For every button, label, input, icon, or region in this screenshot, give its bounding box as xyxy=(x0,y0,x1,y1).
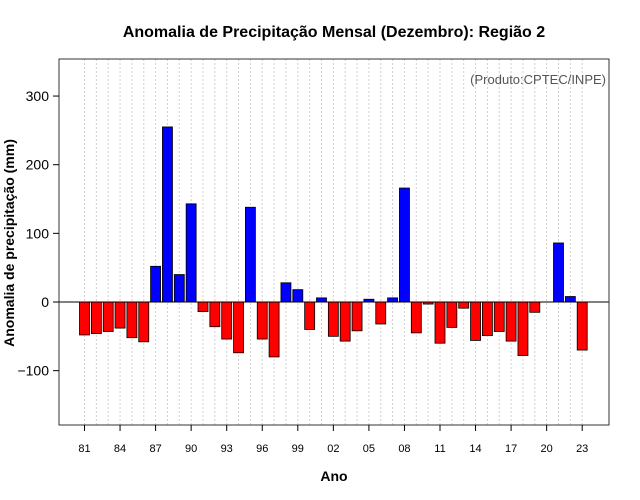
bar-2009 xyxy=(410,301,422,334)
y-tick-label: 0 xyxy=(41,294,49,310)
bar-2011 xyxy=(434,301,446,344)
grid-layer xyxy=(84,59,583,425)
bar-2006 xyxy=(375,301,387,325)
y-tick-label: 100 xyxy=(26,225,50,241)
x-tick-label: 17 xyxy=(505,443,517,455)
bar-2014 xyxy=(470,301,481,341)
bar-2013 xyxy=(458,301,470,309)
bar-1986 xyxy=(138,301,150,343)
bar-2019 xyxy=(529,301,541,313)
y-axis-label: Anomalia de precipitação (mm) xyxy=(1,139,17,347)
bar-1992 xyxy=(209,301,221,328)
bar-2000 xyxy=(304,301,316,330)
x-tick-label: 23 xyxy=(576,443,588,455)
y-tick-label: −100 xyxy=(17,363,49,379)
plot-frame xyxy=(58,58,610,426)
x-axis-label: Ano xyxy=(320,468,347,484)
bar-2012 xyxy=(446,301,458,328)
y-axis: −100 0 100 200 300 xyxy=(17,88,59,379)
x-tick-label: 99 xyxy=(292,443,304,455)
bar-2021 xyxy=(553,242,564,303)
bar-2004 xyxy=(351,301,363,332)
x-tick-label: 02 xyxy=(327,443,339,455)
bar-2008 xyxy=(399,187,410,303)
bar-1981 xyxy=(79,301,90,336)
bar-1995 xyxy=(244,206,256,303)
bar-1984 xyxy=(114,301,126,329)
bar-1985 xyxy=(126,301,138,339)
bar-2017 xyxy=(505,301,517,342)
bar-2015 xyxy=(481,301,493,337)
x-tick-label: 14 xyxy=(469,443,481,455)
x-tick-label: 05 xyxy=(363,443,375,455)
bar-2001 xyxy=(316,297,327,303)
bar-1999 xyxy=(292,289,304,303)
x-tick-label: 11 xyxy=(434,443,445,455)
bar-1990 xyxy=(185,203,197,303)
bar-2007 xyxy=(387,297,399,303)
x-axis: 81 84 87 90 93 96 99 02 05 08 11 14 17 20 23 xyxy=(78,425,588,455)
x-tick-label: 90 xyxy=(185,443,197,455)
bar-1993 xyxy=(221,301,233,340)
x-tick-label: 20 xyxy=(541,443,553,455)
source-annotation: (Produto:CPTEC/INPE) xyxy=(470,72,606,87)
bar-1998 xyxy=(280,282,292,303)
bar-2022 xyxy=(564,296,576,303)
y-tick-label: 200 xyxy=(26,157,50,173)
bar-2023 xyxy=(576,301,588,351)
bar-1983 xyxy=(102,301,114,332)
x-tick-label: 81 xyxy=(78,443,90,455)
bar-1989 xyxy=(173,274,185,303)
x-tick-label: 87 xyxy=(149,443,161,455)
bar-2016 xyxy=(493,301,505,332)
bar-1994 xyxy=(233,301,244,354)
bar-2018 xyxy=(517,301,529,356)
bar-layer xyxy=(79,126,588,358)
x-tick-label: 96 xyxy=(256,443,268,455)
x-tick-label: 93 xyxy=(221,443,233,455)
bar-1997 xyxy=(268,301,280,358)
bar-1982 xyxy=(90,301,102,334)
x-tick-label: 84 xyxy=(114,443,126,455)
bar-2003 xyxy=(339,301,351,342)
bar-1991 xyxy=(197,301,209,313)
bar-1988 xyxy=(162,126,173,303)
y-tick-label: 300 xyxy=(26,88,50,104)
chart-title: Anomalia de Precipitação Mensal (Dezembr… xyxy=(123,24,545,41)
bar-1987 xyxy=(150,265,162,303)
bar-2002 xyxy=(327,301,339,337)
bar-1996 xyxy=(256,301,268,340)
x-tick-label: 08 xyxy=(398,443,410,455)
